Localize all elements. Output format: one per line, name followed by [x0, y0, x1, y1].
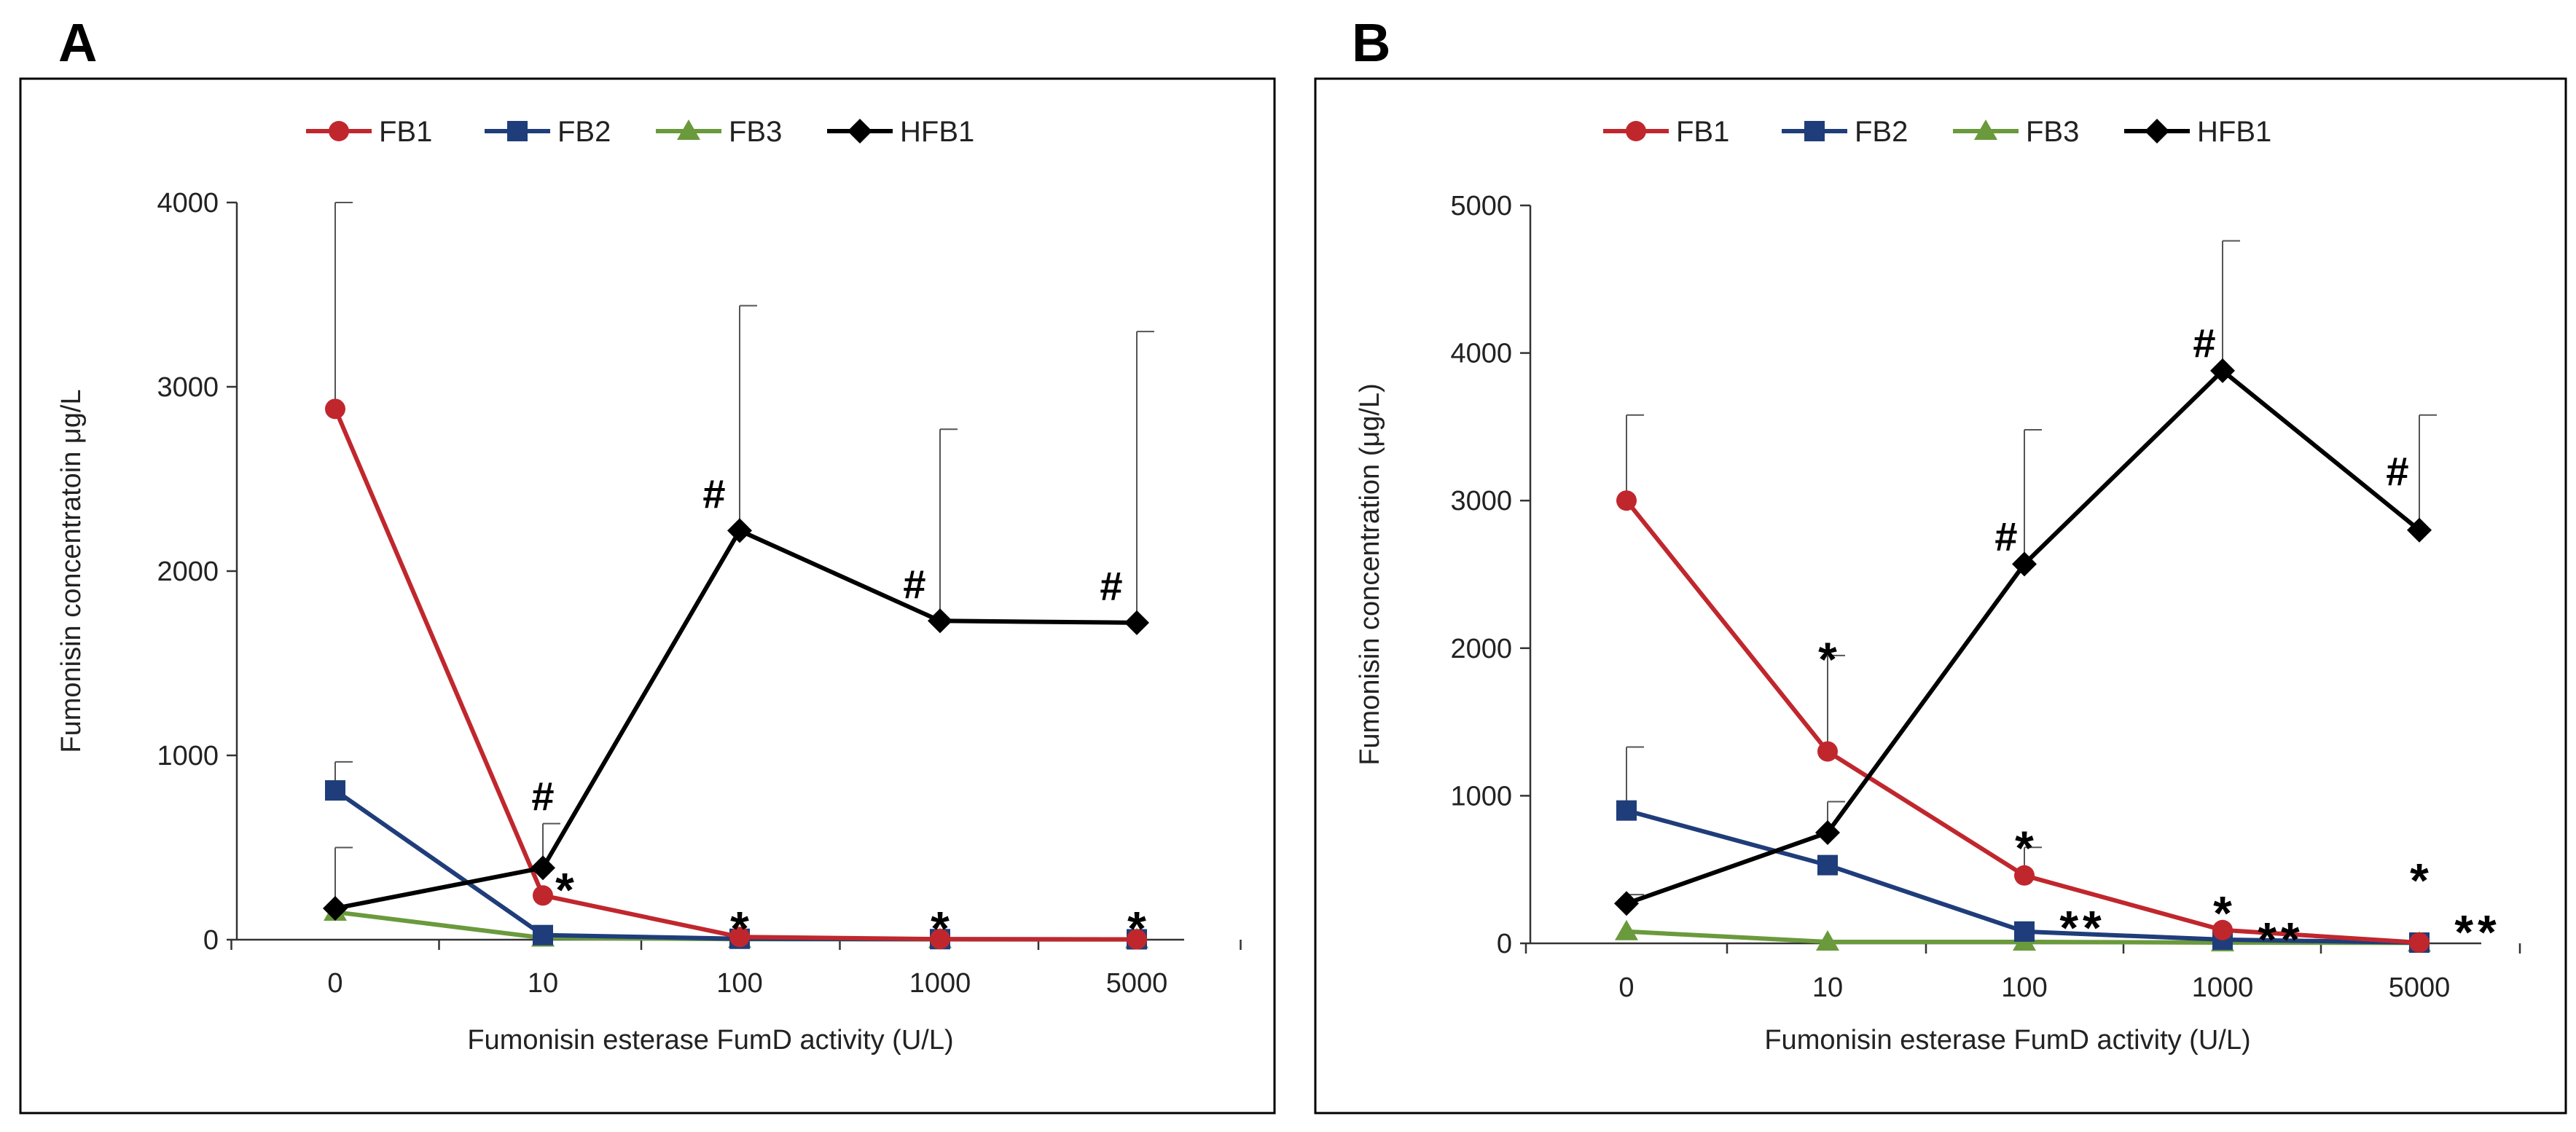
panel-a-legend-label-fb2: FB2 — [557, 116, 611, 148]
panel-b-point-hfb1 — [2210, 358, 2235, 383]
panel-b-point-fb1 — [2409, 932, 2430, 953]
panel-b-hash-annotation: # — [2193, 320, 2215, 366]
panel-b-asterisk-annotation: ** — [2454, 905, 2500, 959]
panel-letter-b: B — [1352, 12, 1390, 73]
panel-b-point-hfb1 — [1614, 891, 1639, 916]
panel-b-x-tick-label: 1000 — [2192, 972, 2254, 1003]
panel-a-legend-marker-hfb1 — [847, 119, 872, 144]
panel-a-series-line-fb1 — [333, 408, 1138, 942]
panel-a-hash-annotation: # — [531, 774, 554, 819]
panel-b-legend-marker-hfb1 — [2145, 119, 2169, 144]
panel-a-point-fb1 — [729, 927, 750, 948]
panel-letter-a: A — [58, 12, 97, 73]
panel-a-asterisk-annotation: * — [931, 902, 950, 956]
panel-b-asterisk-annotation: ** — [2059, 901, 2105, 955]
panel-b-point-fb3 — [1816, 929, 1839, 951]
panel-b-point-hfb1 — [2012, 551, 2037, 577]
panel-a-point-fb1 — [325, 398, 345, 420]
panel-a-legend-marker-fb2 — [507, 121, 528, 141]
panel-b-legend-marker-fb1 — [1626, 121, 1646, 141]
panel-b-point-fb1 — [1817, 741, 1838, 762]
panel-b-asterisk-annotation: * — [2213, 886, 2232, 940]
panel-b-legend-marker-fb2 — [1804, 121, 1825, 141]
panel-a-point-fb1 — [533, 885, 553, 906]
panel-b-legend-label-fb2: FB2 — [1855, 116, 1908, 148]
panel-b-y-tick-label: 2000 — [1450, 634, 1512, 664]
panel-b-asterisk-annotation: * — [2410, 854, 2429, 908]
panel-b-point-fb1 — [2212, 919, 2233, 940]
panel-b-point-fb3 — [1615, 919, 1638, 940]
panel-a-point-hfb1 — [928, 608, 952, 634]
panel-b-asterisk-annotation: * — [1818, 632, 1837, 686]
panel-b-y-tick-label: 3000 — [1450, 486, 1512, 516]
panel-a-frame — [19, 77, 1276, 1115]
chart-panel-b: 0 1000 2000 3000 4000 5000 0 10 100 1000 5000 Fumon… — [1355, 116, 2521, 1056]
panel-a-point-fb2 — [325, 780, 345, 801]
panel-a-asterisk-annotation: * — [1127, 902, 1146, 956]
panel-a-x-tick-label: 5000 — [1106, 968, 1168, 999]
panel-a-point-fb1 — [930, 929, 950, 950]
panel-b-point-fb1 — [1616, 490, 1637, 511]
panel-a-legend-label-fb3: FB3 — [729, 116, 782, 148]
panel-a-point-hfb1 — [1124, 610, 1149, 635]
panel-a-hash-annotation: # — [1100, 563, 1122, 609]
panel-a-legend-marker-fb1 — [329, 121, 349, 141]
panel-a-x-axis-title: Fumonisin esterase FumD activity (U/L) — [467, 1025, 953, 1056]
panel-a-point-fb2 — [533, 924, 553, 946]
panel-a-legend-marker-fb3 — [677, 119, 700, 140]
panel-a-point-hfb1 — [531, 855, 555, 881]
panel-a-hash-annotation: # — [702, 471, 725, 517]
panel-b-legend-label-fb1: FB1 — [1676, 116, 1729, 148]
panel-b-y-tick-label: 5000 — [1450, 191, 1512, 221]
panel-b-point-fb2 — [2014, 921, 2035, 942]
panel-b-point-hfb1 — [1815, 820, 1840, 846]
panel-b-legend-marker-fb3 — [1974, 119, 1997, 140]
panel-b-asterisk-annotation: ** — [2258, 913, 2303, 967]
panel-b-asterisk-annotation: * — [2015, 821, 2034, 875]
chart-panel-a: 0 1000 2000 3000 4000 0 10 100 1000 5000 Fumonisin… — [56, 116, 1242, 1056]
panel-b-point-fb2 — [1817, 854, 1838, 876]
panel-a-x-tick-label: 10 — [528, 968, 558, 999]
panel-b-legend-label-hfb1: HFB1 — [2197, 116, 2271, 148]
panel-b-y-tick-label: 0 — [1497, 929, 1512, 959]
panel-a-x-tick-label: 100 — [716, 968, 762, 999]
panel-b-hash-annotation: # — [1994, 514, 2017, 559]
panel-a-y-tick-label: 3000 — [157, 372, 219, 403]
panel-a-point-hfb1 — [727, 518, 752, 543]
panel-b-legend-label-fb3: FB3 — [2026, 116, 2079, 148]
panel-a-hash-annotation: # — [903, 562, 925, 608]
panel-a-y-tick-label: 1000 — [157, 741, 219, 771]
panel-b-frame — [1314, 77, 2567, 1115]
panel-b-hash-annotation: # — [2386, 449, 2408, 495]
panel-a-legend-label-hfb1: HFB1 — [900, 116, 974, 148]
panel-a-series-line-hfb1 — [334, 528, 1138, 911]
panel-a-x-tick-label: 1000 — [909, 968, 971, 999]
panel-b-point-fb2 — [1616, 800, 1637, 821]
panel-a-asterisk-annotation: * — [555, 863, 574, 917]
panel-a-point-fb1 — [1127, 929, 1147, 950]
panel-b-point-hfb1 — [2407, 517, 2432, 543]
panel-b-y-axis-title: Fumonisin concentration (μg/L) — [1355, 383, 1385, 766]
panel-b-x-tick-label: 10 — [1812, 972, 1843, 1003]
panel-a-y-tick-label: 4000 — [157, 188, 219, 219]
panel-b-x-tick-label: 5000 — [2389, 972, 2451, 1003]
panel-a-y-tick-label: 0 — [203, 925, 219, 956]
panel-a-y-axis-title: Fumonisin concentratoin μg/L — [56, 389, 87, 752]
panel-b-x-axis-title: Fumonisin esterase FumD activity (U/L) — [1764, 1025, 2250, 1056]
panel-b-y-tick-label: 1000 — [1450, 781, 1512, 811]
panel-a-point-hfb1 — [323, 895, 348, 921]
panel-b-x-tick-label: 100 — [2001, 972, 2047, 1003]
panel-a-asterisk-annotation: * — [730, 902, 749, 956]
panel-a-x-tick-label: 0 — [327, 968, 342, 999]
panel-a-y-tick-label: 2000 — [157, 557, 219, 587]
panel-b-point-fb1 — [2014, 865, 2035, 886]
panel-b-x-tick-label: 0 — [1618, 972, 1634, 1003]
panel-a-legend-label-fb1: FB1 — [379, 116, 432, 148]
panel-b-y-tick-label: 4000 — [1450, 339, 1512, 369]
